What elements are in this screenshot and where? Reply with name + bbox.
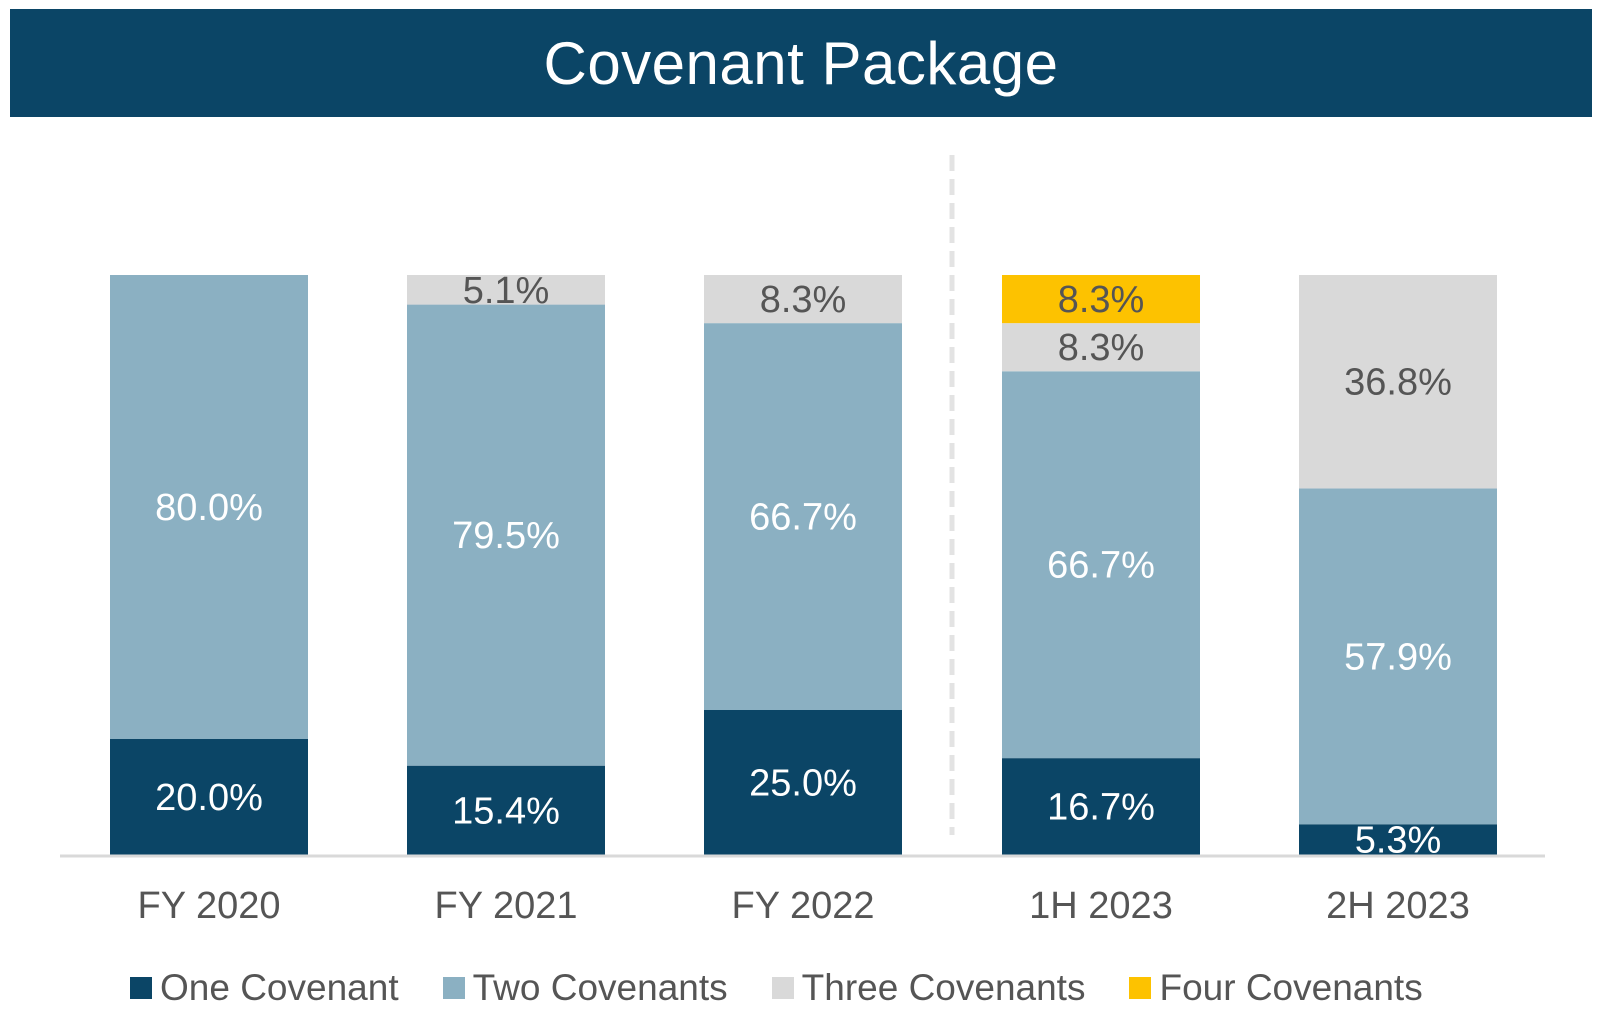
data-label: 66.7%: [1047, 545, 1155, 587]
data-label: 80.0%: [155, 487, 263, 529]
data-label: 36.8%: [1344, 362, 1452, 404]
bar-segment-two-covenants: [407, 304, 605, 766]
data-label: 8.3%: [1058, 327, 1145, 369]
chart-title: Covenant Package: [543, 29, 1059, 97]
bar-segment-three-covenants: [704, 275, 902, 324]
bar-segment-one-covenant: [110, 739, 308, 855]
bar-segment-three-covenants: [407, 275, 605, 305]
bar-segment-two-covenants: [1002, 371, 1200, 759]
data-label: 15.4%: [452, 790, 560, 832]
legend-label-one-covenant: One Covenant: [160, 967, 399, 1008]
bar-segment-three-covenants: [1299, 275, 1497, 489]
data-label: 20.0%: [155, 777, 263, 819]
legend-swatch-four-covenants: [1129, 977, 1152, 999]
x-axis-tick-label: FY 2020: [138, 885, 281, 927]
legend-item-four-covenants: Four Covenants: [1129, 967, 1423, 1009]
title-bar: Covenant Package: [10, 9, 1592, 117]
x-axis-tick-label: FY 2022: [732, 885, 875, 927]
bar-segment-three-covenants: [1002, 323, 1200, 372]
data-label: 16.7%: [1047, 787, 1155, 829]
bar-segment-one-covenant: [704, 710, 902, 855]
bar-segment-two-covenants: [704, 323, 902, 710]
data-label: 8.3%: [1058, 279, 1145, 321]
legend-swatch-two-covenants: [442, 977, 465, 999]
legend-label-three-covenants: Three Covenants: [801, 967, 1086, 1008]
legend-label-four-covenants: Four Covenants: [1159, 967, 1423, 1008]
legend-item-one-covenant: One Covenant: [130, 967, 399, 1009]
data-label: 79.5%: [452, 515, 560, 557]
x-axis-tick-label: 1H 2023: [1029, 885, 1173, 927]
bar-segment-two-covenants: [1299, 488, 1497, 825]
legend-item-three-covenants: Three Covenants: [771, 967, 1086, 1009]
data-label: 8.3%: [760, 279, 847, 321]
bar-segment-four-covenants: [1002, 275, 1200, 324]
data-label: 57.9%: [1344, 636, 1452, 678]
bar-segment-one-covenant: [1002, 758, 1200, 855]
x-axis-tick-label: FY 2021: [435, 885, 578, 927]
bar-segment-two-covenants: [110, 275, 308, 739]
data-label: 66.7%: [749, 497, 857, 539]
chart-legend: One Covenant Two Covenants Three Covenan…: [130, 963, 1423, 1013]
data-label: 25.0%: [749, 763, 857, 805]
data-label: 5.1%: [463, 270, 550, 312]
legend-item-two-covenants: Two Covenants: [442, 967, 728, 1009]
legend-label-two-covenants: Two Covenants: [472, 967, 728, 1008]
legend-swatch-one-covenant: [130, 977, 152, 999]
bar-segment-one-covenant: [1299, 824, 1497, 855]
legend-swatch-three-covenants: [771, 977, 794, 999]
x-axis-tick-label: 2H 2023: [1326, 885, 1470, 927]
bar-segment-one-covenant: [407, 765, 605, 855]
